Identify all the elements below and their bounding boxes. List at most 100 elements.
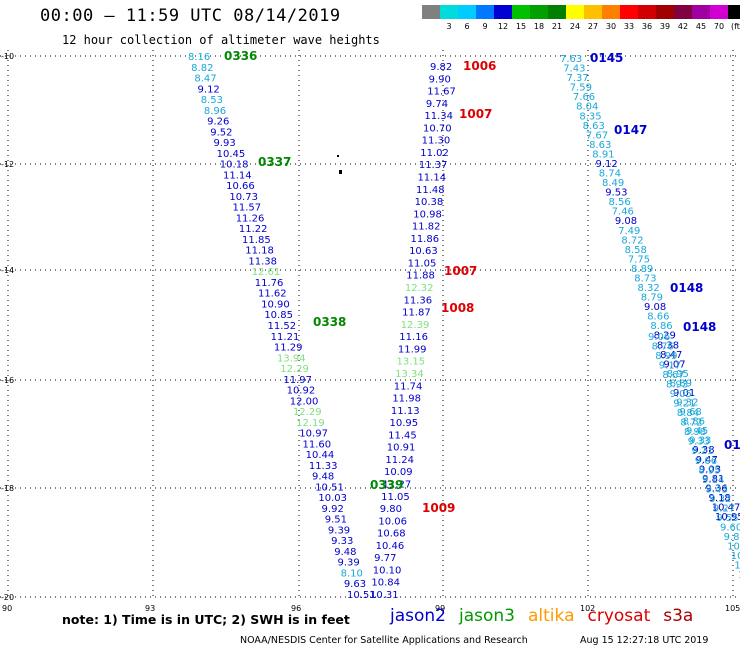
- wave-height-value: 8.38: [657, 340, 679, 351]
- wave-height-value: 9.05: [670, 389, 692, 400]
- wave-height-value: 8.47: [660, 350, 682, 361]
- lat-tick-label: -20: [1, 593, 14, 602]
- legend-s3a: s3a: [663, 606, 694, 626]
- wave-height-value: 10.91: [387, 443, 416, 454]
- wave-height-value: 9.03: [699, 464, 721, 475]
- wave-height-value: 7.75: [628, 254, 650, 265]
- wave-height-value: 13.94: [277, 353, 306, 364]
- wave-height-value: 10.92: [287, 386, 316, 397]
- legend-jason3: jason3: [459, 606, 515, 626]
- wave-height-value: 8.04: [576, 102, 598, 113]
- wave-height-value: 9.08: [615, 216, 637, 227]
- wave-height-value: 8.84: [677, 408, 699, 419]
- wave-height-value: 11.48: [416, 185, 445, 196]
- wave-height-value: 10.45: [217, 149, 246, 160]
- wave-height-value: 8.93: [666, 380, 688, 391]
- wave-height-value: 8.99: [655, 351, 677, 362]
- scale-swatch: 42: [674, 5, 692, 31]
- map-grid: [0, 50, 740, 600]
- wave-height-value: 8.73: [634, 273, 656, 284]
- wave-height-value: 13.34: [395, 369, 424, 380]
- pass-time-label: 0336: [224, 49, 257, 63]
- wave-height-value: 11.86: [410, 234, 439, 245]
- wave-height-value: 11.88: [406, 271, 435, 282]
- wave-height-value: 8.56: [608, 197, 630, 208]
- wave-height-value: 11.38: [248, 256, 277, 267]
- pass-time-label: 0339: [370, 478, 403, 492]
- wave-height-value: 9.36: [705, 483, 727, 494]
- wave-height-value: 10.18: [220, 160, 249, 171]
- wave-height-value: 12.61: [252, 267, 281, 278]
- lat-tick-label: -10: [1, 52, 14, 61]
- wave-height-value: 8.67: [662, 370, 684, 381]
- wave-height-value: 12.32: [405, 283, 434, 294]
- wave-height-value: 11.45: [388, 430, 417, 441]
- pass-time-label: 0148: [683, 320, 716, 334]
- wave-height-value: 9.48: [312, 472, 334, 483]
- wave-height-value: 8.79: [641, 293, 663, 304]
- wave-height-value: 10.95: [715, 512, 740, 523]
- wave-height-value: 11.97: [283, 375, 312, 386]
- wave-height-value: 10.90: [261, 299, 290, 310]
- scale-label: 33: [623, 22, 635, 31]
- wave-height-value: 7.49: [618, 226, 640, 237]
- wave-height-value: 9.21: [673, 399, 695, 410]
- wave-height-value: 8.35: [579, 111, 601, 122]
- wave-height-value: 10.02: [727, 541, 740, 552]
- wave-height-value: 9.68: [679, 407, 701, 418]
- scale-label: 30: [605, 22, 617, 31]
- wave-height-value: 9.45: [686, 426, 708, 437]
- wave-height-value: 9.08: [644, 302, 666, 313]
- wave-height-value: 8.74: [599, 169, 621, 180]
- wave-height-value: 8.29: [654, 331, 676, 342]
- wave-height-value: 11.26: [236, 213, 265, 224]
- wave-height-value: 9.43: [706, 484, 728, 495]
- wave-height-value: 8.72: [621, 235, 643, 246]
- wave-height-value: 9.39: [328, 525, 350, 536]
- wave-height-value: 9.32: [676, 398, 698, 409]
- wave-height-value: 10.85: [264, 310, 293, 321]
- wave-height-value: 11.29: [274, 343, 303, 354]
- scale-label: 15: [515, 22, 527, 31]
- wave-height-value: 11.62: [258, 289, 287, 300]
- pass-time-label: 1007: [459, 107, 492, 121]
- wave-height-value: 11.67: [427, 87, 456, 98]
- wave-height-value: 9.32: [709, 494, 731, 505]
- scale-label: 45: [695, 22, 707, 31]
- scale-label: 70: [713, 22, 725, 31]
- wave-height-value: 10.47: [712, 502, 740, 513]
- wave-height-value: 8.47: [194, 74, 216, 85]
- wave-height-value: 11.02: [420, 148, 449, 159]
- lat-tick-label: -16: [1, 376, 14, 385]
- scale-swatch: 39: [656, 5, 674, 31]
- wave-height-value: 10.63: [409, 246, 438, 257]
- wave-height-value: 11.18: [245, 246, 274, 257]
- pass-time-label: 0145: [590, 51, 623, 65]
- wave-height-value: 8.98: [684, 427, 706, 438]
- wave-height-value: 9.38: [692, 445, 714, 456]
- wave-height-value: 8.49: [602, 178, 624, 189]
- wave-height-value: 11.37: [419, 160, 448, 171]
- scale-swatch: 18: [530, 5, 548, 31]
- wave-height-value: 12.29: [293, 407, 322, 418]
- wave-height-value: 9.14: [702, 475, 724, 486]
- wave-height-value: 12.00: [290, 396, 319, 407]
- wave-height-value: 9.82: [430, 62, 452, 73]
- wave-height-value: 9.92: [322, 504, 344, 515]
- satellite-legend: jason2 jason3 altika cryosat s3a: [390, 606, 706, 626]
- legend-cryosat: cryosat: [587, 606, 651, 626]
- wave-height-value: 9.27: [713, 503, 735, 514]
- pass-time-label: 1009: [422, 501, 455, 515]
- wave-height-value: 9.48: [334, 547, 356, 558]
- lon-tick-label: 102: [580, 604, 595, 613]
- wave-height-value: 11.36: [403, 295, 432, 306]
- wave-height-value: 10.06: [378, 516, 407, 527]
- pass-time-label: 0338: [313, 315, 346, 329]
- wave-height-value: 7.37: [566, 73, 588, 84]
- wave-height-value: 11.98: [392, 394, 421, 405]
- note-text: note: 1) Time is in UTC; 2) SWH is in fe…: [62, 612, 350, 627]
- pass-time-label: 0148: [670, 281, 703, 295]
- scale-swatch: 30: [602, 5, 620, 31]
- wave-height-value: 11.76: [255, 278, 284, 289]
- scale-swatch: 45: [692, 5, 710, 31]
